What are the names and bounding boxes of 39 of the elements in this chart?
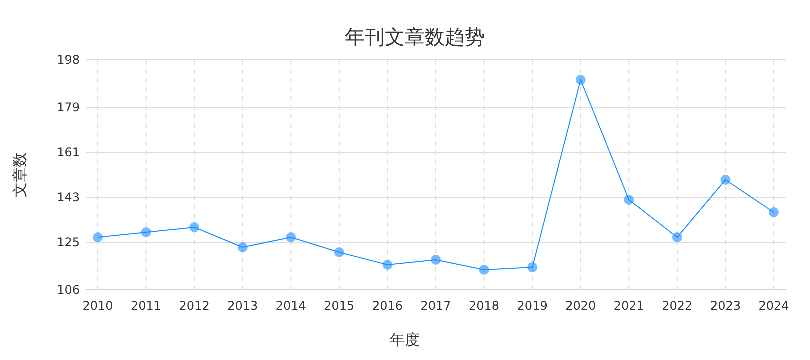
- point: [528, 262, 538, 272]
- point: [624, 195, 634, 205]
- x-tick-label: 2020: [566, 299, 596, 313]
- y-tick-label: 125: [57, 236, 80, 250]
- point: [769, 208, 779, 218]
- point: [431, 255, 441, 265]
- chart-title: 年刊文章数趋势: [345, 25, 485, 49]
- point: [238, 242, 248, 252]
- y-tick-label: 106: [57, 283, 80, 297]
- x-tick-label: 2022: [662, 299, 693, 313]
- x-tick-label: 2011: [131, 299, 162, 313]
- x-tick-label: 2012: [179, 299, 210, 313]
- point: [190, 222, 200, 232]
- x-tick-label: 2010: [82, 299, 114, 313]
- y-axis-title: 文章数: [11, 152, 29, 198]
- point: [334, 248, 344, 258]
- x-tick-label: 2017: [420, 299, 452, 313]
- point: [382, 260, 393, 270]
- x-tick-label: 2015: [324, 299, 355, 313]
- x-tick-label: 2013: [228, 299, 258, 313]
- point: [286, 232, 296, 242]
- x-tick-label: 2023: [710, 299, 741, 313]
- point: [576, 75, 586, 85]
- x-tick-label: 2019: [517, 299, 548, 313]
- point: [479, 265, 490, 275]
- x-tick-label: 2021: [614, 299, 644, 313]
- y-tick-label: 179: [57, 100, 80, 114]
- x-tick-label: 2024: [758, 299, 790, 313]
- x-tick-label: 2016: [372, 299, 403, 313]
- y-tick-label: 143: [57, 190, 80, 204]
- point: [93, 232, 103, 242]
- point: [141, 228, 152, 238]
- point: [720, 175, 731, 185]
- x-tick-label: 2014: [276, 299, 306, 313]
- point: [672, 232, 682, 242]
- y-tick-label: 161: [57, 146, 80, 160]
- x-axis-title: 年度: [390, 331, 420, 349]
- y-tick-label: 198: [57, 53, 80, 67]
- x-tick-label: 2018: [469, 299, 500, 313]
